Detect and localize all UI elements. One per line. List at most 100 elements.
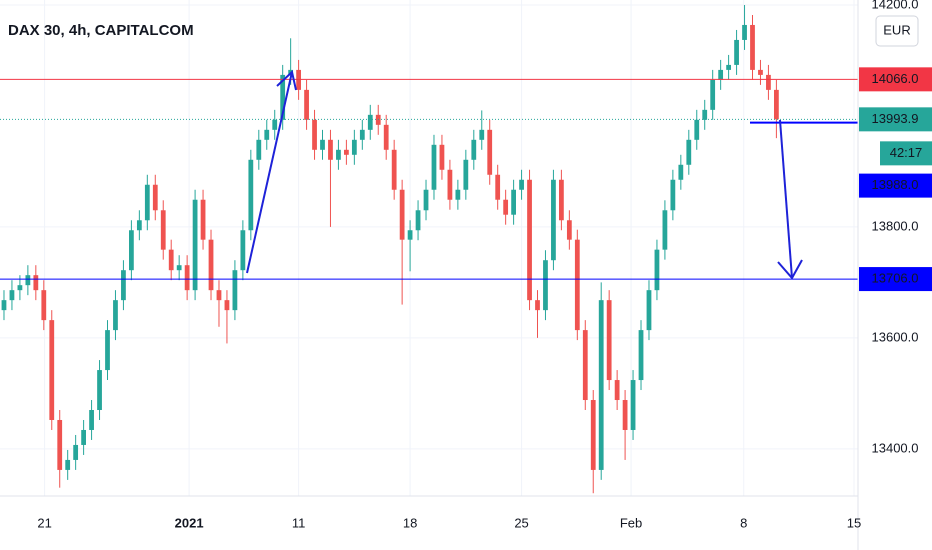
y-tick-label: 13600.0 — [872, 329, 919, 344]
candle-body — [296, 69, 301, 90]
candle-body — [367, 114, 373, 130]
candle-body — [622, 400, 628, 430]
candle-body — [232, 270, 238, 311]
trend-arrow — [779, 119, 793, 279]
candle-body — [240, 230, 246, 271]
candle-body — [391, 149, 397, 190]
candle-body — [208, 239, 214, 291]
candle-body — [304, 89, 309, 120]
x-tick-label: 18 — [403, 515, 417, 530]
candle-body — [702, 109, 708, 120]
candle-body — [264, 129, 270, 140]
candle-body — [670, 179, 676, 211]
candle-body — [590, 400, 596, 470]
candle-body — [160, 210, 166, 250]
trend-arrow — [246, 71, 293, 274]
candle-body — [431, 144, 437, 190]
candle-body — [97, 370, 102, 411]
candle-body — [559, 179, 564, 221]
candle-body — [614, 380, 620, 401]
x-tick-label: 15 — [847, 515, 861, 530]
x-tick-label: 25 — [514, 515, 528, 530]
price-label: 14066.0 — [872, 71, 919, 86]
countdown-label: 42:17 — [890, 145, 923, 160]
candle-body — [351, 139, 357, 155]
candle-body — [734, 39, 739, 65]
candle-body — [344, 149, 349, 155]
x-tick-label: Feb — [620, 515, 642, 530]
candle-body — [176, 265, 182, 271]
candle-body — [144, 184, 150, 221]
candle-body — [662, 210, 668, 250]
candle-body — [487, 129, 493, 175]
candle-body — [81, 429, 86, 445]
candle-body — [566, 220, 572, 240]
candle-body — [73, 444, 79, 460]
candle-body — [184, 265, 190, 291]
candle-body — [200, 199, 206, 240]
candle-body — [678, 164, 684, 180]
candle-body — [192, 199, 198, 291]
candle-body — [224, 300, 230, 311]
candle-body — [312, 119, 317, 150]
candle-body — [511, 189, 516, 215]
candle-body — [399, 189, 405, 240]
candle-body — [57, 419, 63, 470]
currency-button[interactable] — [875, 15, 919, 47]
y-tick-label: 13400.0 — [872, 440, 919, 455]
candle-body — [503, 199, 509, 215]
candle-body — [136, 220, 142, 231]
candle-body — [574, 239, 580, 331]
y-tick-label: 14200.0 — [872, 0, 919, 11]
candle-body — [543, 260, 548, 311]
candle-body — [41, 290, 47, 321]
x-tick-label: 8 — [740, 515, 747, 530]
candle-body — [415, 210, 421, 231]
currency-label[interactable]: EUR — [883, 22, 910, 37]
candle-body — [455, 189, 461, 200]
candle-body — [750, 24, 755, 70]
candle-body — [479, 129, 485, 140]
x-tick-label: 2021 — [175, 515, 204, 530]
candle-body — [606, 300, 612, 381]
candle-body — [519, 179, 524, 190]
candle-body — [105, 330, 110, 371]
arrow-head — [276, 70, 297, 91]
candle-body — [654, 249, 660, 291]
candle-body — [423, 189, 429, 211]
candle-body — [598, 300, 604, 470]
candle-body — [582, 330, 588, 401]
candle-body — [1, 300, 7, 311]
candle-body — [113, 300, 118, 331]
candle-body — [121, 270, 126, 301]
candle-body — [129, 230, 134, 271]
candle-body — [216, 290, 222, 301]
drawings — [246, 70, 803, 280]
plot-area — [0, 4, 858, 494]
candle-body — [17, 285, 23, 291]
candle-body — [718, 69, 724, 80]
candle-body — [33, 275, 39, 291]
price-label-box — [859, 173, 932, 198]
arrow-head — [777, 259, 803, 280]
candle-body — [646, 290, 652, 331]
candle-body — [439, 144, 445, 170]
price-label-box — [859, 107, 932, 132]
candle-body — [638, 330, 644, 381]
x-tick-label: 21 — [37, 515, 51, 530]
candle-body — [766, 74, 771, 90]
candle-body — [630, 380, 636, 430]
candle-body — [710, 79, 716, 110]
candle-body — [65, 459, 71, 470]
candle-body — [359, 129, 365, 140]
countdown-box — [880, 141, 932, 166]
candle-body — [758, 69, 763, 75]
grid — [0, 0, 858, 496]
candle-body — [248, 159, 254, 231]
candle-body — [726, 64, 731, 70]
candle-body — [551, 179, 556, 261]
candle-body — [471, 139, 477, 160]
candle-body — [694, 119, 700, 140]
x-tick-label: 11 — [292, 515, 306, 530]
